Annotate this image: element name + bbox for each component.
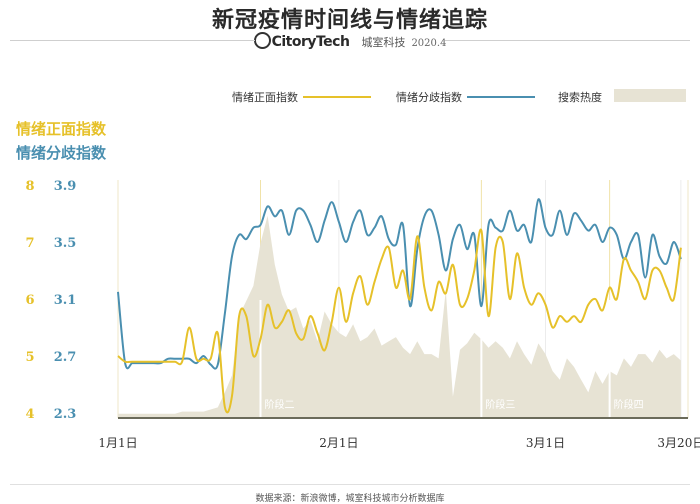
divergence-series-line [117,198,682,370]
footer-source: 数据来源：新浪微博，城室科技城市分析数据库 [255,494,445,504]
y-left-tick-label: 4 [25,407,34,422]
y-right-tick-label: 2.7 [54,350,77,365]
x-tick-label: 3月1日 [526,436,565,450]
footer-divider [10,484,690,485]
search-heat-area [118,215,681,418]
brand-name: CitoryTech [271,34,350,50]
y-left-tick-label: 6 [25,293,34,308]
y-left-tick-label: 8 [25,179,34,194]
org-name: 城室科技 [361,36,406,49]
legend-swatch-search [614,89,686,102]
y-left-tick-label: 5 [25,350,34,365]
y-right-tick-label: 2.3 [54,407,77,422]
legend-label-search: 搜索热度 [558,91,602,104]
title-divider [10,40,690,41]
legend-label-divergence: 情绪分歧指数 [396,91,462,104]
y-right-tick-label: 3.1 [54,293,77,308]
legend-swatch-divergence [467,96,535,98]
y-right-tick-label: 3.5 [54,236,77,251]
x-tick-label: 1月1日 [98,436,137,450]
publish-date: 2020.4 [411,38,447,49]
stage-label: 阶段四 [614,398,644,411]
legend-swatch-positive [303,96,371,98]
stage-label: 阶段三 [485,398,515,411]
right-axis-title: 情绪分歧指数 [16,144,107,162]
page-title: 新冠疫情时间线与情绪追踪 [211,7,488,33]
chart-svg: 阶段二 阶段三 阶段四 4 5 6 7 8 2.3 2.7 3.1 3.5 3.9 1月1日 2月1日 3月1… [25,179,700,450]
byline: CitoryTech 城室科技 2020.4 [0,32,700,50]
y-left-tick-label: 7 [25,236,34,251]
x-tick-label: 2月1日 [319,436,358,450]
positive-series-line [117,228,682,414]
legend-label-positive: 情绪正面指数 [232,91,298,104]
y-right-tick-label: 3.9 [54,179,77,194]
x-tick-label: 3月20日 [657,436,700,450]
left-axis-title: 情绪正面指数 [16,120,107,138]
stage-label: 阶段二 [265,398,295,411]
